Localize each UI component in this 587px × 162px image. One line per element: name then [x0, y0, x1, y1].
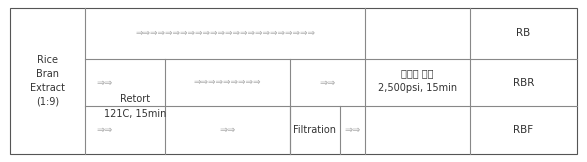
Text: ⇒⇒⇒⇒⇒⇒⇒⇒⇒⇒⇒⇒⇒⇒⇒⇒⇒⇒⇒⇒⇒⇒⇒⇒: ⇒⇒⇒⇒⇒⇒⇒⇒⇒⇒⇒⇒⇒⇒⇒⇒⇒⇒⇒⇒⇒⇒⇒⇒ [135, 29, 315, 38]
Text: Rice
Bran
Extract
(1:9): Rice Bran Extract (1:9) [30, 55, 65, 107]
Text: Filtration: Filtration [294, 125, 336, 135]
Text: RBF: RBF [514, 125, 534, 135]
Text: ⇒⇒: ⇒⇒ [319, 77, 336, 87]
Text: ⇒⇒: ⇒⇒ [97, 77, 113, 87]
Text: ⇒⇒⇒⇒⇒⇒⇒⇒⇒: ⇒⇒⇒⇒⇒⇒⇒⇒⇒ [194, 78, 261, 87]
Text: ⇒⇒: ⇒⇒ [345, 125, 360, 135]
Text: RBR: RBR [513, 77, 534, 87]
Text: Retort
121C, 15min: Retort 121C, 15min [104, 94, 166, 118]
Text: 염고압 제리
2,500psi, 15min: 염고압 제리 2,500psi, 15min [378, 69, 457, 93]
Text: ⇒⇒: ⇒⇒ [220, 125, 235, 135]
Text: ⇒⇒: ⇒⇒ [97, 125, 113, 135]
Text: RB: RB [517, 29, 531, 39]
